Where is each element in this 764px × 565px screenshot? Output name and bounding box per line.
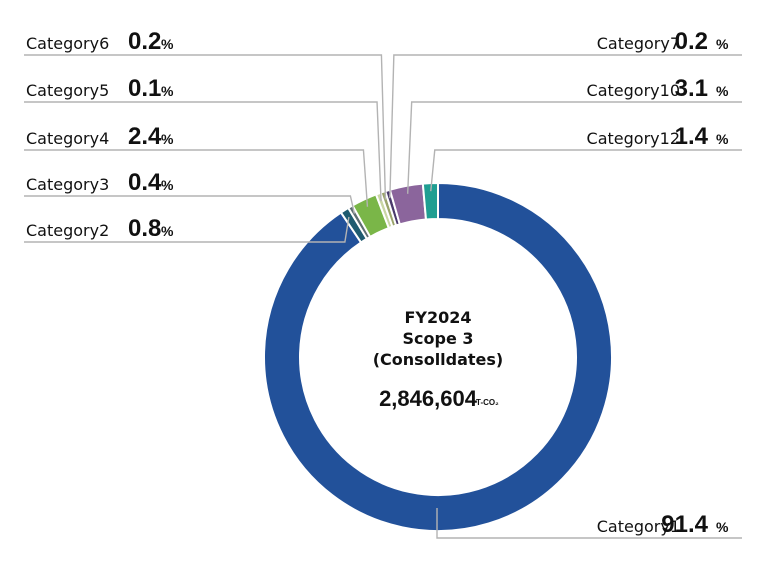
leader-category7 <box>389 54 742 199</box>
label-percent: % <box>716 36 729 52</box>
label-category2: Category2 0.8% <box>26 215 174 242</box>
leader-category4 <box>24 149 369 207</box>
label-name: Category7 <box>597 34 680 53</box>
leader-category2 <box>24 216 350 243</box>
label-value: 0.1 <box>128 75 161 102</box>
label-category3: Category3 0.4% <box>26 169 174 196</box>
label-category5: Category5 0.1% <box>26 75 174 102</box>
label-value: 91.4 <box>661 511 708 538</box>
label-percent: % <box>716 83 729 99</box>
label-name: Category12 <box>587 129 680 148</box>
label-name: Category2 <box>26 221 109 240</box>
donut-center: FY2024 Scope 3 (Consolldates) 2,846,604 … <box>373 308 504 411</box>
label-name: Category1 <box>597 517 680 536</box>
label-value: 2.4 <box>128 123 162 150</box>
leader-lines <box>24 54 742 539</box>
label-name: Category10 <box>587 81 680 100</box>
leader-category12 <box>430 149 742 192</box>
center-title-line-3: (Consolldates) <box>373 350 504 369</box>
center-title-line-1: FY2024 <box>404 308 471 327</box>
leader-category3 <box>24 195 356 214</box>
label-value: 1.4 <box>675 123 709 150</box>
label-category6: Category6 0.2% <box>26 28 174 55</box>
center-title-line-2: Scope 3 <box>402 329 473 348</box>
label-name: Category4 <box>26 129 109 148</box>
label-name: Category3 <box>26 175 109 194</box>
label-value: 0.4 <box>128 169 162 196</box>
label-category4: Category4 2.4% <box>26 123 174 150</box>
donut-slices <box>263 181 613 532</box>
label-percent: % <box>161 131 174 147</box>
label-value: 0.2 <box>128 28 161 55</box>
slice-category12 <box>421 181 439 221</box>
label-percent: % <box>161 223 174 239</box>
label-percent: % <box>161 36 174 52</box>
leader-category1 <box>436 508 742 539</box>
label-name: Category5 <box>26 81 109 100</box>
leader-category5 <box>24 101 382 202</box>
label-name: Category6 <box>26 34 109 53</box>
leader-category6 <box>24 54 387 200</box>
label-percent: % <box>716 519 729 535</box>
label-value: 3.1 <box>675 75 708 102</box>
label-value: 0.8 <box>128 215 161 242</box>
leader-category10 <box>406 101 742 194</box>
label-percent: % <box>161 177 174 193</box>
label-value: 0.2 <box>675 28 708 55</box>
label-percent: % <box>161 83 174 99</box>
slice-category1 <box>263 181 613 532</box>
center-total-value: 2,846,604 <box>379 386 478 411</box>
label-percent: % <box>716 131 729 147</box>
center-total-unit: T-CO₂ <box>476 398 499 407</box>
